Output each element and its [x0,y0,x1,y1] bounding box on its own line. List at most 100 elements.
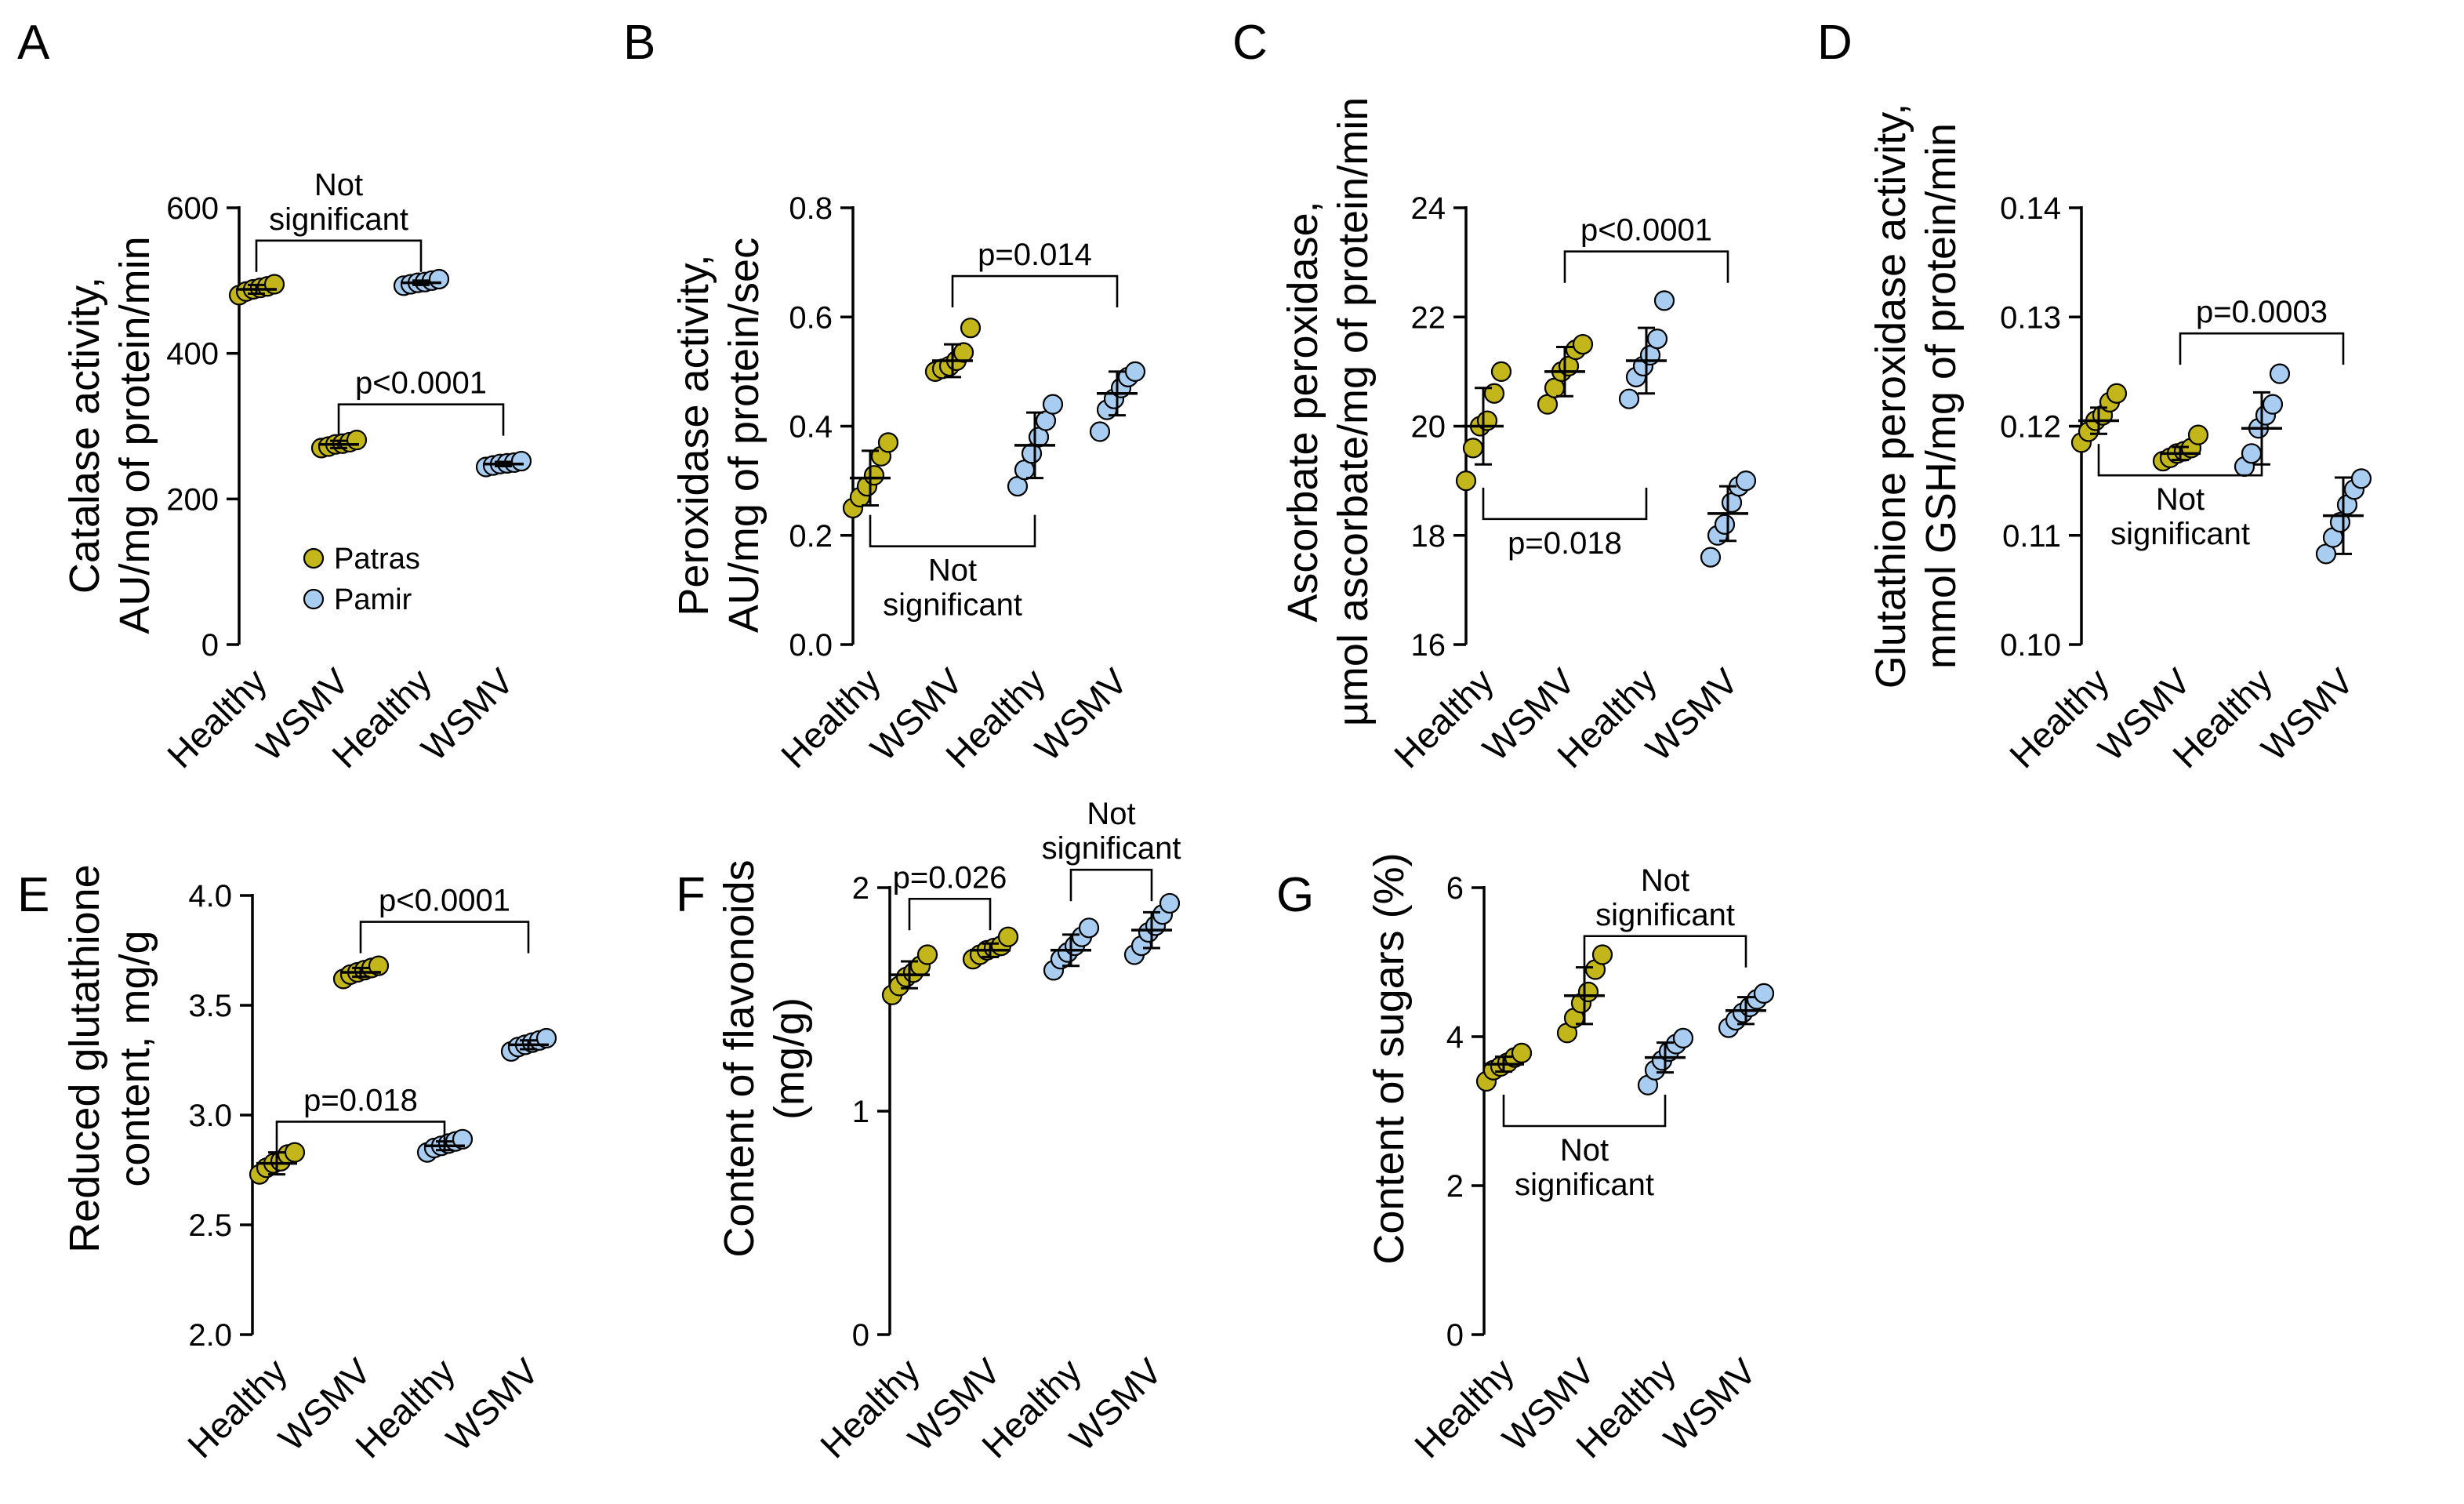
legend-marker [303,547,325,569]
data-point [1577,981,1599,1003]
y-tick-label: 0 [1446,1318,1464,1353]
significance-bracket [869,514,1036,547]
significance-label: Not [314,168,363,202]
data-point [997,926,1019,947]
panel-letter: G [1276,868,1314,922]
significance-bracket [2179,332,2345,365]
significance-label: Not [1087,797,1135,831]
data-point [1462,438,1484,459]
y-axis-title: Glutathione peroxidase activity, [1867,104,1914,688]
data-point [1490,361,1512,382]
y-tick-label: 0.12 [2000,410,2061,445]
y-axis-title: Peroxidase activity, [670,254,717,616]
y-axis-title: Ascorbate peroxidase, [1279,201,1326,622]
data-point [1672,1027,1694,1049]
data-point [1572,333,1594,355]
legend-label: Pamir [334,583,412,616]
y-axis-title: AU/mg of protein/min [111,236,158,634]
data-point [877,432,899,453]
panel-A: A 0 200 400 600 Catalase activity, AU/mg of pr… [17,16,532,776]
significance-label: p<0.0001 [355,366,487,401]
x-category-label: Healthy [2001,660,2117,776]
x-category-label: Healthy [159,660,274,776]
data-point [1735,470,1757,492]
significance-label: p<0.0001 [1580,213,1712,248]
y-tick-label: 2 [852,871,869,906]
panel-letter: D [1817,16,1853,70]
significance-bracket [1583,935,1747,968]
panel-E: E 2.0 2.5 3.0 3.5 4.0 Reduced glutathione conte… [17,864,557,1466]
significance-label: Not [1641,863,1689,898]
significance-label: Not [928,554,977,588]
y-axis-title: content, mg/g [111,930,158,1186]
data-point [1646,329,1668,350]
data-point [368,955,390,976]
significance-bracket [359,921,530,954]
significance-label: p=0.014 [978,238,1092,272]
data-point [510,450,532,472]
y-tick-label: 0.14 [2000,191,2061,226]
data-point [953,342,974,363]
panel-letter: E [17,868,49,922]
y-tick-label: 16 [1411,628,1446,663]
y-tick-label: 0.13 [2000,300,2061,335]
y-tick-label: 600 [166,191,219,226]
x-category-label: WSMV [1656,1350,1764,1459]
data-point [346,430,368,451]
y-tick-label: 24 [1411,191,1446,226]
data-point [1042,394,1064,415]
y-tick-label: 22 [1411,300,1446,335]
data-point [2262,394,2284,415]
data-point [1455,470,1477,492]
x-category-label: WSMV [413,660,521,768]
y-tick-label: 20 [1411,410,1446,445]
y-tick-label: 400 [166,337,219,372]
y-tick-label: 0.4 [789,410,833,445]
x-category-label: Healthy [773,660,888,776]
data-point [2187,424,2209,445]
data-point [916,944,938,965]
data-point [284,1142,306,1163]
significance-label: p<0.0001 [379,884,510,918]
data-point [2350,468,2372,489]
y-axis-title: Catalase activity, [61,277,108,594]
y-tick-label: 0.2 [789,519,833,554]
y-tick-label: 0.8 [789,191,833,226]
y-tick-label: 0.11 [2002,519,2061,554]
y-axis-title: (mg/g) [766,997,813,1120]
significance-bracket [275,1121,446,1153]
y-axis-title: Content of sugars (%) [1366,852,1413,1264]
y-axis-title: Content of flavonoids [716,859,763,1257]
data-point [1124,361,1146,382]
y-axis-title: Reduced glutathione [61,864,108,1252]
data-point [960,318,982,339]
significance-label: significant [1515,1168,1654,1202]
x-category-label: WSMV [1027,660,1135,768]
data-point [452,1128,474,1150]
panel-letter: F [676,868,706,922]
significance-label: significant [2110,517,2250,551]
data-point [1653,290,1675,311]
x-category-label: WSMV [1638,660,1746,768]
data-point [1700,547,1722,568]
data-point [2329,511,2351,533]
legend-marker [303,588,325,610]
x-category-label: WSMV [438,1350,546,1459]
significance-label: Not [2156,482,2205,517]
panel-B: B 0.0 0.2 0.4 0.6 0.8 Peroxidase activity, AU/m… [623,16,1146,776]
significance-bracket [1502,1095,1667,1128]
data-point [1753,983,1775,1004]
y-tick-label: 2.0 [188,1318,232,1353]
data-point [863,465,885,486]
significance-label: p=0.0003 [2196,295,2328,329]
significance-bracket [908,897,992,931]
significance-bracket [337,403,505,436]
y-tick-label: 2 [1446,1169,1464,1204]
y-tick-label: 18 [1411,519,1446,554]
data-point [1078,917,1100,939]
x-category-label: Healthy [812,1350,927,1466]
y-tick-label: 0 [201,628,219,663]
panel-letter: A [17,16,50,70]
y-tick-label: 0.6 [789,300,833,335]
y-tick-label: 4 [1446,1020,1464,1055]
